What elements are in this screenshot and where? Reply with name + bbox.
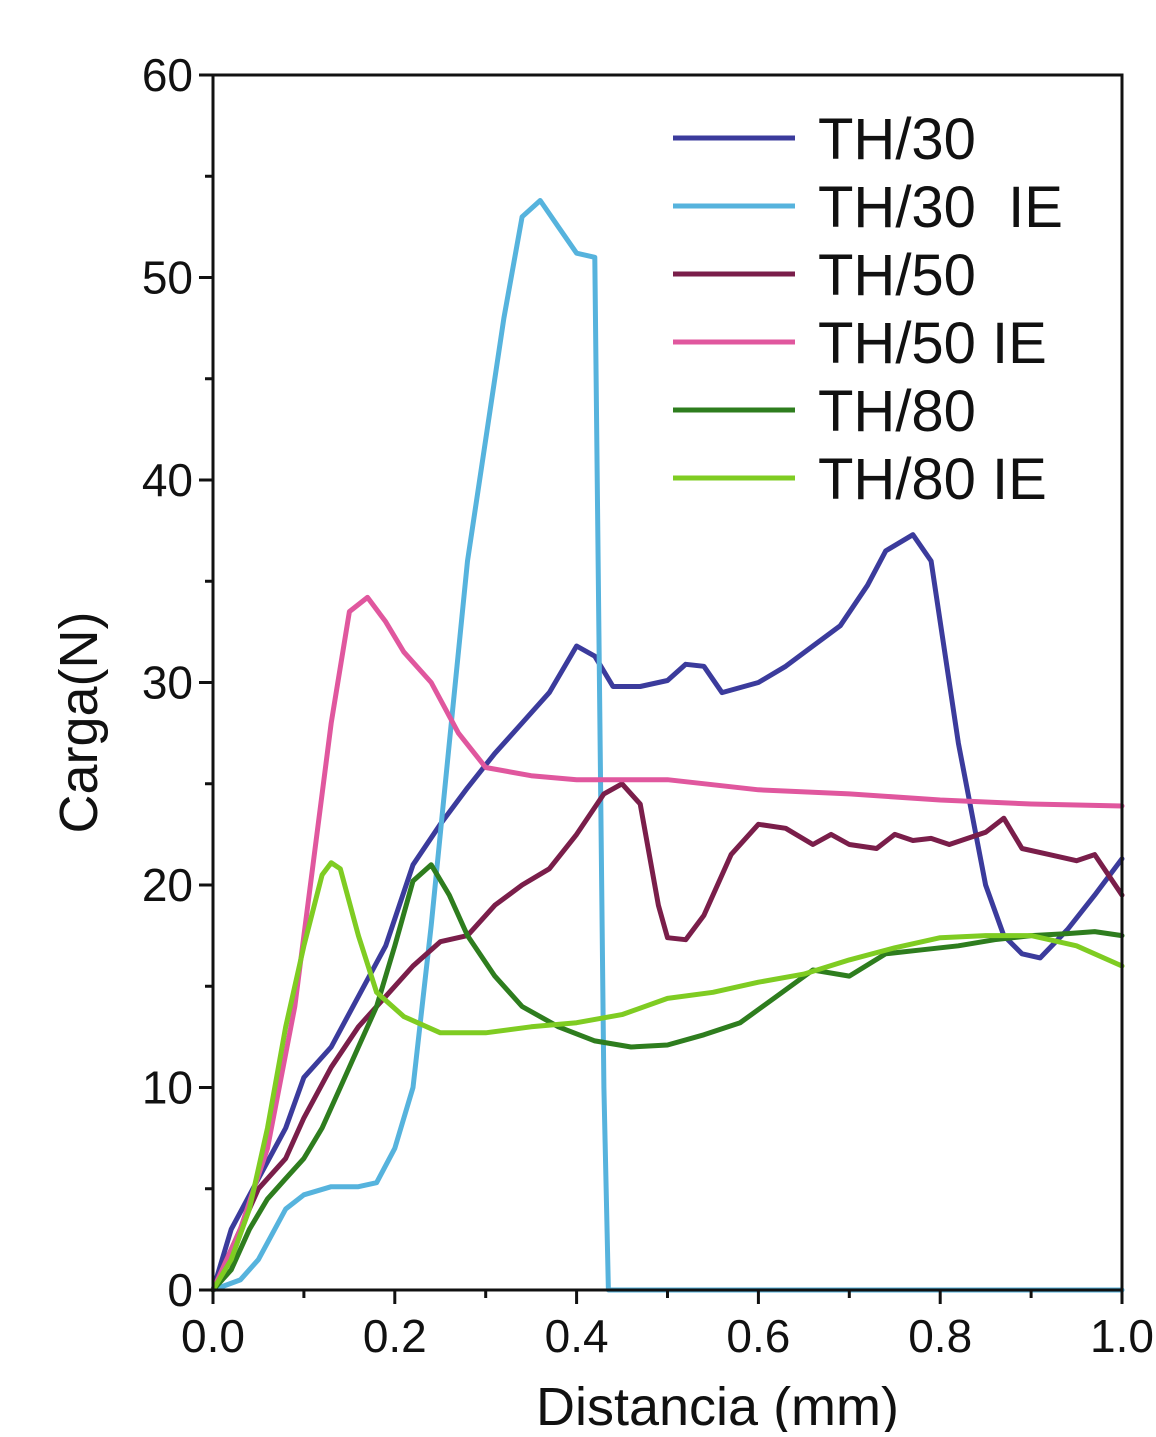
tick-labels: 0.0 0.2 0.4 0.6 0.8 1.0 0 10 20 30 40 50 60 xyxy=(142,49,1154,1362)
series-line-4 xyxy=(210,862,1125,1293)
y-tick-label: 50 xyxy=(142,252,193,304)
y-tick-label: 30 xyxy=(142,657,193,709)
x-tick-label: 0.4 xyxy=(545,1310,609,1362)
legend-label-1: TH/30 IE xyxy=(818,175,1063,240)
plot-lines xyxy=(210,198,1125,1293)
legend-label-5: TH/80 IE xyxy=(818,447,1047,512)
x-tick-label: 1.0 xyxy=(1090,1310,1154,1362)
legend-label-2: TH/50 xyxy=(818,243,976,308)
legend-label-0: TH/30 xyxy=(818,107,976,172)
series-line-5 xyxy=(210,860,1125,1293)
x-tick-label: 0.2 xyxy=(363,1310,427,1362)
series-line-1 xyxy=(210,198,1125,1293)
series-line-2 xyxy=(210,781,1125,1293)
series-line-0 xyxy=(210,532,1125,1293)
y-tick-label: 20 xyxy=(142,859,193,911)
axis-ticks xyxy=(199,73,1124,1304)
x-tick-label: 0.8 xyxy=(908,1310,972,1362)
y-tick-label: 10 xyxy=(142,1062,193,1114)
y-tick-label: 40 xyxy=(142,454,193,506)
legend-label-3: TH/50 IE xyxy=(818,311,1047,376)
x-tick-label: 0.6 xyxy=(726,1310,790,1362)
y-axis-label: Carga(N) xyxy=(49,611,109,833)
legend-label-4: TH/80 xyxy=(818,379,976,444)
x-tick-label: 0.0 xyxy=(181,1310,245,1362)
y-tick-label: 60 xyxy=(142,49,193,101)
y-tick-label: 0 xyxy=(167,1264,193,1316)
x-axis-label: Distancia (mm) xyxy=(536,1377,899,1432)
